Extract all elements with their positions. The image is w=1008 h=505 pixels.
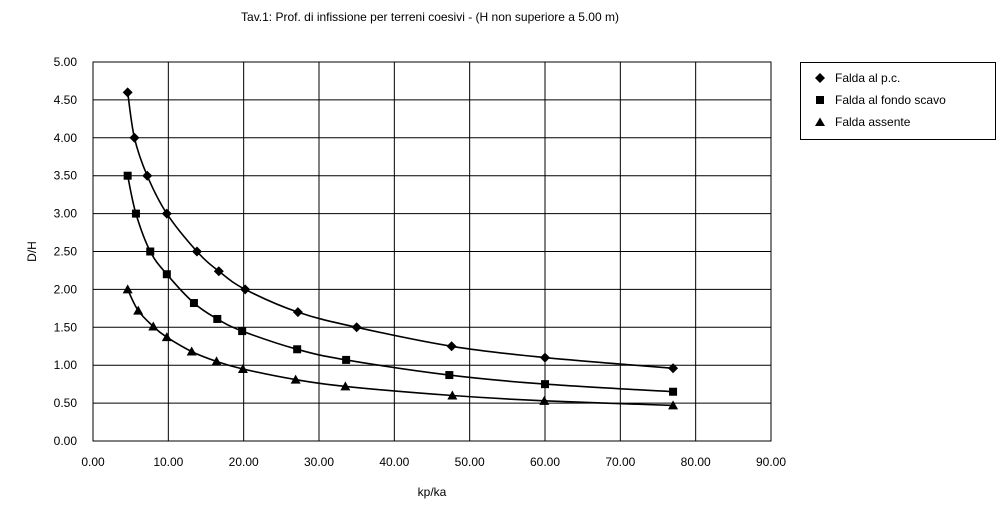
tick-labels: 0.00 10.00 20.00 30.00 40.00 50.00 60.00 70.00 8… [54,55,787,469]
y-tick-label: 3.00 [54,207,78,221]
data-point [146,247,155,256]
x-tick-label: 0.00 [81,455,105,469]
data-point [122,284,133,294]
x-tick-label: 70.00 [605,455,635,469]
triangle-marker-icon [815,117,825,126]
data-point [340,381,351,391]
y-tick-label: 2.00 [54,282,78,296]
data-point [191,246,202,257]
data-point [186,346,197,356]
data-point [293,345,302,354]
data-point [447,390,458,400]
data-point [213,266,224,277]
legend-item-falda-pc: Falda al p.c. [813,67,995,89]
x-tick-label: 50.00 [455,455,485,469]
data-point [292,307,303,318]
data-point [161,208,172,219]
y-tick-label: 1.00 [54,358,78,372]
x-tick-label: 20.00 [229,455,259,469]
chart-title: Tav.1: Prof. di infissione per terreni c… [241,10,619,24]
data-point [131,209,140,218]
data-point [238,327,247,336]
data-point [122,87,133,98]
y-tick-label: 3.50 [54,169,78,183]
data-point [290,374,301,384]
legend: Falda al p.c. Falda al fondo scavo Falda… [800,62,996,140]
data-point [211,356,222,366]
data-point [142,170,153,181]
data-point [446,341,457,352]
y-tick-label: 4.00 [54,131,78,145]
data-point [240,284,251,295]
x-tick-label: 40.00 [379,455,409,469]
data-point [162,270,171,279]
x-tick-label: 80.00 [681,455,711,469]
data-point [445,371,454,380]
series-line [126,289,674,407]
data-point [669,387,678,396]
data-point [351,322,362,333]
y-tick-label: 1.50 [54,320,78,334]
data-point [189,299,198,308]
y-tick-label: 5.00 [54,55,78,69]
data-point [148,321,159,331]
plot-area [92,61,772,442]
series-group [122,87,679,410]
series-2 [122,284,679,410]
legend-item-falda-fondo-scavo: Falda al fondo scavo [813,89,995,111]
data-point [342,355,351,364]
data-point [161,332,172,342]
data-point [541,380,549,389]
data-point [213,314,222,323]
data-point [123,171,132,180]
legend-item-falda-assente: Falda assente [813,111,995,133]
data-point [133,305,144,315]
data-point [237,363,248,373]
diamond-marker-icon [815,73,825,83]
square-marker-icon [816,96,824,104]
legend-label: Falda al p.c. [835,71,901,85]
y-tick-label: 2.50 [54,245,78,259]
legend-label: Falda assente [835,115,911,129]
data-point [129,132,140,143]
y-tick-label: 4.50 [54,93,78,107]
series-0 [122,87,679,374]
legend-label: Falda al fondo scavo [835,93,946,107]
series-1 [123,171,678,396]
x-tick-label: 90.00 [756,455,786,469]
data-point [668,363,679,374]
x-tick-label: 30.00 [304,455,334,469]
y-tick-label: 0.00 [54,434,78,448]
data-point [668,400,679,410]
data-point [540,352,550,363]
y-tick-label: 0.50 [54,396,78,410]
y-axis-label: D/H [25,241,39,262]
x-axis-label: kp/ka [418,485,447,499]
x-tick-label: 10.00 [153,455,183,469]
data-point [539,395,550,405]
x-tick-label: 60.00 [530,455,560,469]
